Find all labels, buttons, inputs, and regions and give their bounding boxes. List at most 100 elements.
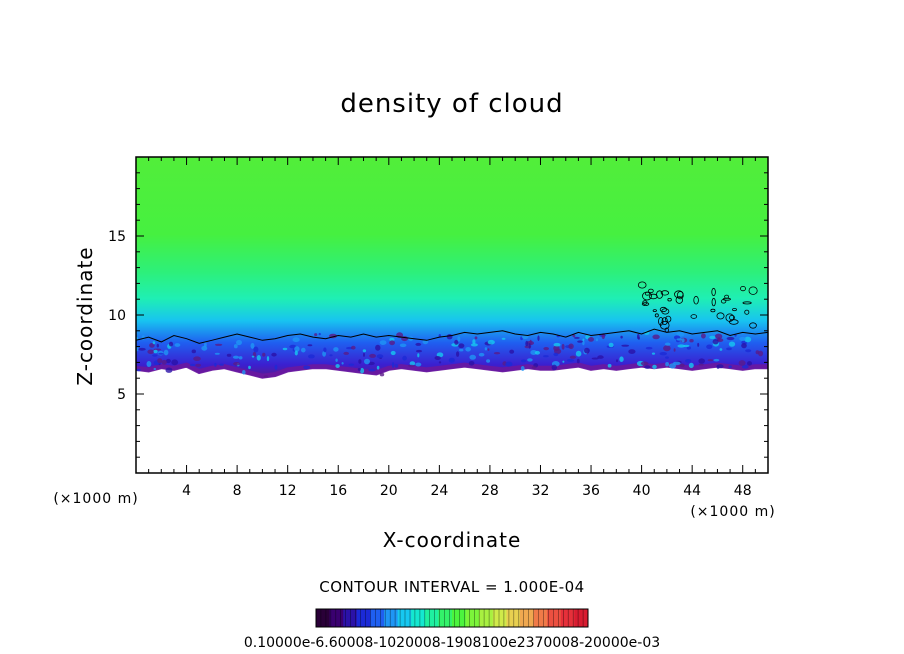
cloud-speckle bbox=[747, 361, 752, 366]
colorbar-frame bbox=[315, 608, 589, 628]
cloud-speckle bbox=[484, 347, 488, 351]
cloud-speckle bbox=[468, 361, 475, 366]
y-tick-label: 10 bbox=[108, 308, 126, 324]
cloud-speckle bbox=[189, 363, 195, 367]
cloud-speckle bbox=[303, 365, 311, 370]
cloud-speckle bbox=[487, 339, 495, 345]
cloud-speckle bbox=[364, 358, 370, 365]
cloud-speckle bbox=[569, 355, 577, 359]
contour-cell bbox=[690, 314, 698, 319]
cloud-speckle bbox=[527, 358, 533, 362]
x-tick-label: 48 bbox=[734, 483, 752, 499]
cloud-speckle bbox=[575, 350, 582, 357]
colorbar-swatch bbox=[343, 609, 358, 627]
cloud-speckle bbox=[459, 348, 464, 352]
colorbar-swatch bbox=[411, 609, 426, 627]
cloud-speckle bbox=[149, 343, 155, 348]
cloud-speckle bbox=[191, 349, 196, 354]
x-tick-label: 4 bbox=[182, 483, 191, 499]
cloud-speckle bbox=[335, 358, 338, 362]
cloud-speckle bbox=[335, 364, 340, 368]
cloud-speckle bbox=[174, 343, 181, 347]
cloud-speckle bbox=[714, 333, 723, 340]
contour-cell bbox=[740, 285, 746, 292]
cloud-speckle bbox=[465, 347, 471, 352]
cloud-speckle bbox=[204, 342, 207, 348]
contour-cell bbox=[674, 290, 684, 299]
chart-title: density of cloud bbox=[340, 89, 563, 119]
colorbar-swatch bbox=[370, 609, 385, 627]
cloud-speckle bbox=[676, 331, 685, 337]
cloud-speckle bbox=[341, 362, 344, 365]
cloud-speckle bbox=[719, 348, 723, 351]
cloud-speckle bbox=[358, 359, 362, 364]
y-tick-label: 15 bbox=[108, 229, 126, 245]
cloud-speckle bbox=[566, 358, 575, 362]
contour-cell bbox=[711, 287, 716, 297]
contour-cell bbox=[744, 309, 750, 315]
colorbar-swatch bbox=[384, 609, 398, 627]
cloud-speckle bbox=[152, 341, 156, 345]
cloud-speckle bbox=[528, 343, 531, 349]
cloud-speckle bbox=[214, 352, 220, 355]
cloud-speckle bbox=[537, 335, 540, 342]
contour-cell bbox=[675, 296, 683, 304]
cloud-speckle bbox=[664, 342, 671, 346]
cloud-speckle bbox=[294, 346, 300, 352]
cloud-speckle bbox=[663, 345, 671, 352]
cloud-speckle bbox=[543, 355, 549, 358]
cloud-speckle bbox=[469, 354, 477, 360]
cloud-speckle bbox=[520, 359, 527, 363]
cloud-speckle bbox=[158, 352, 164, 355]
contour-cell bbox=[667, 298, 672, 302]
cloud-speckle bbox=[409, 361, 416, 366]
cloud-speckle bbox=[292, 337, 300, 343]
cloud-speckle bbox=[689, 339, 694, 343]
cloud-speckle bbox=[407, 364, 415, 367]
colorbar-swatch bbox=[329, 609, 344, 627]
colorbar-swatch bbox=[424, 609, 439, 627]
colorbar-swatch bbox=[397, 609, 412, 627]
contour-cell bbox=[659, 306, 668, 313]
cloud-speckle bbox=[236, 339, 242, 346]
cloud-base-band bbox=[136, 362, 768, 379]
cloud-speckle bbox=[363, 352, 365, 357]
cloud-speckle bbox=[591, 357, 599, 360]
cloud-speckle bbox=[136, 368, 141, 372]
cloud-density-field bbox=[136, 157, 768, 379]
cloud-speckle bbox=[619, 356, 624, 363]
x-tick-label: 24 bbox=[430, 483, 448, 499]
cloud-speckle bbox=[389, 340, 395, 346]
cloud-speckle bbox=[584, 347, 590, 354]
cloud-speckle bbox=[509, 349, 515, 354]
cloud-speckle bbox=[470, 343, 478, 347]
x-axis-label: X-coordinate bbox=[383, 528, 522, 552]
cloud-speckle bbox=[486, 359, 491, 363]
contour-cell bbox=[732, 308, 737, 312]
cloud-speckle bbox=[301, 347, 306, 353]
cloud-speckle bbox=[505, 361, 513, 367]
cloud-speckle bbox=[416, 349, 422, 353]
x-axis-ticks: 4 8 12 16 20 24 28 32 36 40 44 48 bbox=[135, 157, 769, 499]
cloud-speckle bbox=[673, 348, 676, 352]
contour-cell bbox=[641, 302, 650, 307]
cloud-speckle bbox=[640, 361, 649, 366]
cloud-speckle bbox=[390, 350, 396, 356]
cloud-speckle bbox=[681, 338, 685, 343]
cloud-speckle bbox=[219, 363, 224, 366]
cloud-speckle bbox=[318, 332, 321, 336]
cloud-speckle bbox=[572, 334, 576, 338]
cloud-speckle bbox=[248, 365, 251, 370]
cloud-speckle bbox=[741, 343, 747, 349]
x-tick-label: 44 bbox=[683, 483, 701, 499]
cloud-speckle bbox=[415, 342, 422, 346]
cloud-speckle bbox=[562, 360, 565, 363]
colorbar-swatch bbox=[533, 609, 548, 627]
cloud-speckle bbox=[379, 372, 385, 377]
contour-cell bbox=[742, 301, 752, 305]
cloud-speckle bbox=[153, 367, 157, 371]
cloud-speckle bbox=[573, 336, 580, 339]
cloud-speckle bbox=[147, 349, 155, 355]
cloud-speckle bbox=[553, 352, 559, 357]
x-tick-label: 40 bbox=[633, 483, 651, 499]
